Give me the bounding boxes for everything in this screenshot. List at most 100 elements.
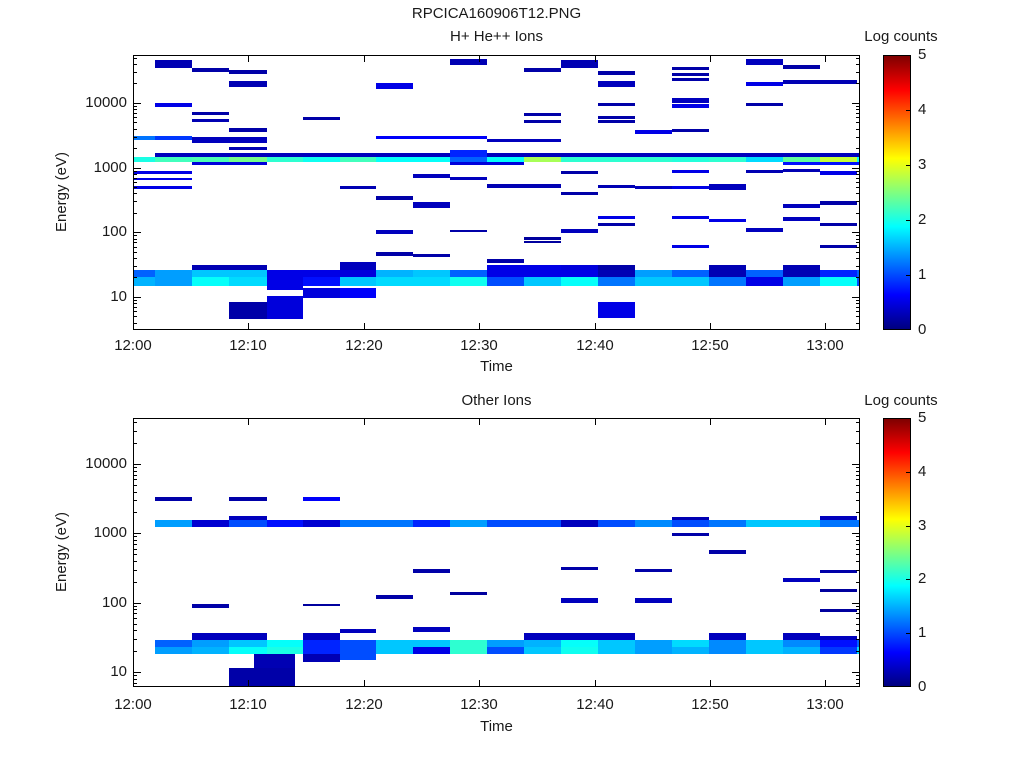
y-minor-tick [134, 148, 137, 149]
colorbar-tick [906, 220, 910, 221]
heatmap-cell [191, 639, 229, 647]
heatmap-cell [487, 138, 562, 142]
heatmap-cell [487, 277, 525, 287]
heatmap-cell [191, 520, 229, 527]
heatmap-cell [856, 270, 860, 278]
y-minor-tick [856, 479, 859, 480]
colorbar-tick-label: 2 [918, 570, 927, 587]
y-minor-tick [856, 64, 859, 65]
heatmap-cell [302, 116, 340, 120]
heatmap-cell [782, 161, 860, 166]
colorbar-tick [906, 472, 910, 473]
y-minor-tick [134, 582, 137, 583]
y-minor-tick [856, 624, 859, 625]
heatmap-cell [191, 118, 229, 122]
y-tick [852, 533, 859, 534]
heatmap-cell [819, 277, 857, 287]
heatmap-cell [133, 177, 192, 181]
y-minor-tick [856, 323, 859, 324]
colorbar-gradient [883, 55, 911, 330]
y-tick [134, 464, 141, 465]
y-minor-tick [134, 471, 137, 472]
y-minor-tick [134, 613, 137, 614]
heatmap-cell [708, 633, 746, 640]
y-minor-tick [134, 679, 137, 680]
heatmap-cell [450, 150, 488, 157]
y-minor-tick [134, 235, 137, 236]
heatmap-cell [782, 520, 820, 527]
heatmap-cell [154, 103, 192, 108]
heatmap-cell [782, 646, 820, 655]
heatmap-cell [745, 156, 783, 162]
y-minor-tick [134, 549, 137, 550]
y-minor-tick [134, 630, 137, 631]
y-minor-tick [856, 630, 859, 631]
y-tick-label: 10 [110, 288, 127, 305]
heatmap-cell [782, 270, 820, 278]
heatmap-cell [339, 270, 377, 278]
heatmap-cell [154, 496, 192, 501]
heatmap-cell [339, 277, 377, 287]
heatmap-cell [782, 577, 820, 582]
heatmap-cell [487, 152, 860, 157]
heatmap-cell [339, 639, 377, 647]
heatmap-cell [450, 592, 488, 596]
heatmap-cell [782, 264, 820, 271]
y-minor-tick [856, 239, 859, 240]
heatmap-cell [634, 186, 672, 190]
y-minor-tick [856, 544, 859, 545]
y-minor-tick [856, 679, 859, 680]
heatmap-cell [598, 302, 635, 319]
heatmap-cell [376, 595, 414, 600]
heatmap-cell [819, 636, 857, 644]
heatmap-cell [561, 192, 599, 196]
y-minor-tick [134, 422, 137, 423]
heatmap-cell [634, 639, 672, 647]
y-minor-tick [134, 512, 137, 513]
heatmap-cell [671, 639, 709, 647]
colorbar-tick-label: 0 [918, 321, 927, 338]
x-axis-label-top: Time [480, 358, 513, 375]
heatmap-cell [819, 201, 857, 206]
x-tick [133, 418, 134, 425]
y-minor-tick [134, 83, 137, 84]
heatmap-cell [302, 288, 340, 299]
y-minor-tick [134, 187, 137, 188]
heatmap-cell [745, 520, 783, 527]
heatmap-cell [266, 646, 303, 655]
y-minor-tick [134, 213, 137, 214]
y-minor-tick [134, 106, 137, 107]
heatmap-cell [745, 170, 783, 174]
heatmap-cell [450, 156, 488, 162]
colorbar-tick-label: 4 [918, 463, 927, 480]
heatmap-cell [671, 646, 709, 655]
heatmap-cell [524, 270, 562, 278]
figure-title: RPCICA160906T12.PNG [411, 5, 582, 22]
y-minor-tick [134, 561, 137, 562]
heatmap-cell [745, 228, 783, 233]
y-minor-tick [134, 675, 137, 676]
heatmap-cell [524, 240, 562, 244]
heatmap-cell [634, 598, 672, 603]
x-tick [133, 55, 134, 62]
heatmap-cell [133, 277, 155, 287]
heatmap-cell [782, 169, 820, 173]
heatmap-cell [228, 667, 295, 687]
y-minor-tick [856, 300, 859, 301]
y-minor-tick [134, 122, 137, 123]
plot-area [133, 418, 860, 687]
heatmap-cell [154, 156, 192, 162]
y-tick-label: 1000 [93, 159, 127, 176]
x-tick [248, 323, 249, 330]
y-minor-tick [856, 431, 859, 432]
x-tick [595, 680, 596, 687]
heatmap-cell [450, 277, 488, 287]
x-tick-label: 12:30 [460, 337, 498, 354]
heatmap-cell [598, 184, 635, 189]
x-tick-label: 12:40 [576, 337, 614, 354]
heatmap-cell [191, 68, 229, 73]
heatmap-cell [413, 270, 451, 278]
heatmap-cell [524, 68, 562, 73]
y-minor-tick [856, 171, 859, 172]
heatmap-cell [376, 196, 414, 200]
